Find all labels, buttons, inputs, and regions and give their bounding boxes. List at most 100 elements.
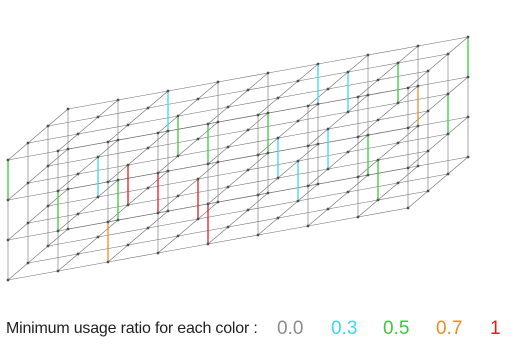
frame-member [27, 253, 79, 264]
frame-member [147, 218, 199, 229]
frame-member [197, 129, 249, 140]
frame-member [97, 227, 149, 238]
frame-node [46, 244, 50, 248]
frame-member [357, 87, 409, 98]
frame-node [266, 151, 270, 155]
frame-member [427, 133, 449, 152]
frame-members [7, 36, 469, 281]
frame-member [7, 270, 59, 281]
frame-member [247, 200, 299, 211]
frame-node [416, 84, 420, 88]
frame-node [106, 180, 110, 184]
frame-node [176, 154, 180, 158]
frame-node [406, 166, 410, 170]
frame-node [396, 141, 400, 145]
frame-member [297, 111, 349, 122]
frame-node [226, 185, 230, 189]
frame-member [207, 154, 259, 165]
frame-member [7, 190, 59, 201]
frame-node [66, 227, 70, 231]
frame-member [277, 168, 329, 179]
frame-member [357, 207, 409, 218]
frame-member [227, 89, 249, 108]
frame-node [426, 109, 430, 113]
frame-member [177, 186, 229, 197]
frame-member [447, 156, 469, 175]
frame-node [216, 160, 220, 164]
frame-member [347, 142, 399, 153]
frame-member [347, 62, 399, 73]
frame-node [246, 128, 250, 132]
frame-member [207, 186, 229, 205]
frame-member [67, 99, 119, 110]
frame-node [106, 260, 110, 264]
frame-node [296, 159, 300, 163]
frame-member [327, 119, 379, 130]
frame-node [356, 215, 360, 219]
frame-member [57, 141, 109, 152]
frame-member [197, 81, 219, 100]
frame-member [177, 146, 229, 157]
frame-member [97, 147, 149, 158]
frame-node [246, 208, 250, 212]
frame-node [446, 132, 450, 136]
legend-title: Minimum usage ratio for each color : [6, 320, 258, 337]
frame-node [306, 104, 310, 108]
frame-node [76, 212, 80, 216]
frame-3d-view [6, 35, 470, 282]
frame-node [246, 88, 250, 92]
frame-member [427, 53, 449, 72]
frame-member [307, 128, 329, 147]
frame-node [246, 168, 250, 172]
frame-node [316, 182, 320, 186]
frame-member [327, 71, 349, 90]
frame-node [366, 53, 370, 57]
frame-member [107, 252, 159, 263]
frame-node [366, 93, 370, 97]
frame-member [157, 235, 179, 254]
frame-member [77, 124, 129, 135]
frame-member [57, 181, 109, 192]
frame-member [247, 120, 299, 131]
frame-node [396, 101, 400, 105]
frame-member [27, 213, 79, 224]
frame-node [276, 96, 280, 100]
frame-member [317, 54, 369, 65]
frame-node [306, 144, 310, 148]
frame-node [406, 206, 410, 210]
frame-member [77, 236, 99, 255]
frame-member [7, 150, 59, 161]
frame-node [426, 69, 430, 73]
frame-member [377, 190, 429, 201]
frame-member [147, 98, 199, 109]
frame-member [427, 173, 449, 192]
frame-member [247, 72, 269, 91]
frame-member [307, 168, 329, 187]
frame-member [207, 106, 229, 125]
structural-frame-diagram [6, 35, 470, 282]
frame-node [376, 118, 380, 122]
frame-member [447, 36, 469, 55]
frame-node [266, 191, 270, 195]
frame-member [177, 138, 199, 157]
colored-members [7, 37, 469, 262]
frame-node [6, 238, 10, 242]
frame-member [27, 165, 49, 184]
frame-member [407, 190, 429, 209]
frame-member [97, 187, 149, 198]
frame-node [146, 186, 150, 190]
frame-member [207, 194, 259, 205]
frame-member [257, 97, 279, 116]
frame-member [357, 199, 379, 218]
frame-node [116, 178, 120, 182]
frame-node [256, 153, 260, 157]
frame-member [157, 123, 209, 134]
frame-node [296, 79, 300, 83]
frame-member [107, 164, 129, 183]
frame-nodes [6, 35, 470, 282]
frame-node [96, 115, 100, 119]
frame-node [206, 162, 210, 166]
frame-member [397, 173, 449, 184]
frame-member [207, 226, 229, 245]
frame-node [166, 129, 170, 133]
